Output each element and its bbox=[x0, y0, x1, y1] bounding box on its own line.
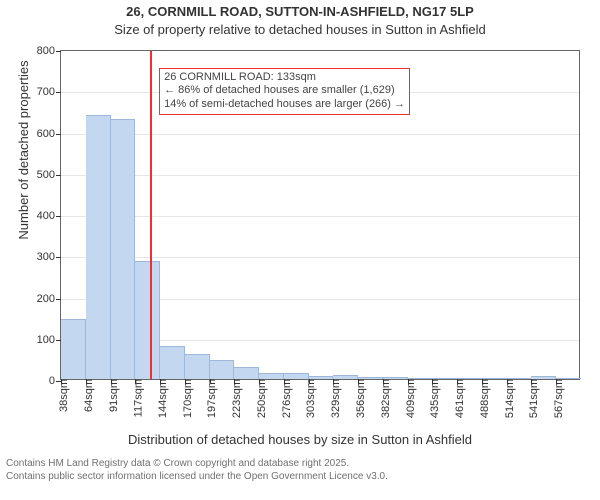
xtick-label: 567sqm bbox=[551, 379, 565, 418]
histogram-bar bbox=[61, 319, 86, 379]
xtick-label: 435sqm bbox=[427, 379, 441, 418]
xtick-label: 356sqm bbox=[353, 379, 367, 418]
gridline bbox=[61, 134, 579, 135]
y-axis-label: Number of detached properties bbox=[16, 0, 31, 315]
gridline bbox=[61, 175, 579, 176]
annotation-box: 26 CORNMILL ROAD: 133sqm← 86% of detache… bbox=[159, 68, 410, 115]
plot-area: 010020030040050060070080038sqm64sqm91sqm… bbox=[60, 50, 580, 380]
attribution-footer: Contains HM Land Registry data © Crown c… bbox=[6, 458, 388, 483]
xtick-label: 170sqm bbox=[180, 379, 194, 418]
xtick-label: 461sqm bbox=[452, 379, 466, 418]
ytick-label: 500 bbox=[37, 169, 61, 181]
xtick-label: 514sqm bbox=[502, 379, 516, 418]
annotation-line: 14% of semi-detached houses are larger (… bbox=[164, 98, 405, 112]
xtick-label: 329sqm bbox=[328, 379, 342, 418]
histogram-bar bbox=[135, 261, 160, 379]
gridline bbox=[61, 257, 579, 258]
xtick-label: 64sqm bbox=[81, 379, 95, 412]
chart-title: 26, CORNMILL ROAD, SUTTON-IN-ASHFIELD, N… bbox=[0, 4, 600, 19]
ytick-label: 300 bbox=[37, 251, 61, 263]
ytick-label: 800 bbox=[37, 45, 61, 57]
chart-subtitle: Size of property relative to detached ho… bbox=[0, 22, 600, 37]
ytick-label: 600 bbox=[37, 128, 61, 140]
attribution-line-2: Contains public sector information licen… bbox=[6, 471, 388, 484]
annotation-line: 26 CORNMILL ROAD: 133sqm bbox=[164, 71, 405, 85]
xtick-label: 250sqm bbox=[254, 379, 268, 418]
xtick-label: 409sqm bbox=[403, 379, 417, 418]
xtick-label: 541sqm bbox=[526, 379, 540, 418]
ytick-label: 700 bbox=[37, 86, 61, 98]
xtick-label: 382sqm bbox=[378, 379, 392, 418]
histogram-bar bbox=[210, 360, 235, 379]
histogram-bar bbox=[160, 346, 185, 379]
property-size-chart: 26, CORNMILL ROAD, SUTTON-IN-ASHFIELD, N… bbox=[0, 0, 600, 500]
ytick-label: 100 bbox=[37, 334, 61, 346]
subject-property-marker bbox=[150, 51, 152, 379]
xtick-label: 303sqm bbox=[304, 379, 318, 418]
xtick-label: 197sqm bbox=[205, 379, 219, 418]
xtick-label: 488sqm bbox=[477, 379, 491, 418]
xtick-label: 117sqm bbox=[130, 379, 144, 417]
attribution-line-1: Contains HM Land Registry data © Crown c… bbox=[6, 458, 388, 471]
ytick-label: 200 bbox=[37, 293, 61, 305]
histogram-bar bbox=[111, 119, 136, 379]
ytick-label: 400 bbox=[37, 210, 61, 222]
annotation-line: ← 86% of detached houses are smaller (1,… bbox=[164, 84, 405, 98]
xtick-label: 91sqm bbox=[106, 379, 120, 412]
xtick-label: 144sqm bbox=[155, 379, 169, 418]
histogram-bar bbox=[86, 115, 111, 379]
xtick-label: 38sqm bbox=[56, 379, 70, 412]
xtick-label: 276sqm bbox=[279, 379, 293, 418]
histogram-bar bbox=[234, 367, 259, 379]
xtick-label: 223sqm bbox=[229, 379, 243, 418]
x-axis-label: Distribution of detached houses by size … bbox=[0, 432, 600, 447]
gridline bbox=[61, 216, 579, 217]
histogram-bar bbox=[185, 354, 210, 379]
